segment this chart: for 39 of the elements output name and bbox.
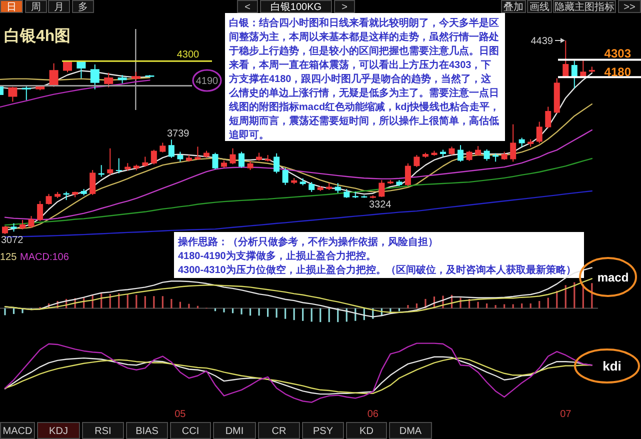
text: 多 [78, 1, 88, 14]
chart-title: 白银100KG [270, 1, 322, 14]
text: kdi [602, 358, 622, 374]
ref-line-label: 4180 [604, 65, 632, 80]
text: >> [624, 2, 636, 14]
text: 4180-4190为支撑做多，止损止盈合力把控。 [178, 250, 376, 262]
text: 3072 [1, 235, 24, 246]
text: CCI [182, 426, 200, 438]
text: PSY [312, 426, 334, 438]
annotation: 4300-4310为压力位做空，止损止盈合力把控。（区间破位，及时咨询本人获取最新策略） [178, 264, 576, 276]
text: < [244, 2, 251, 14]
text: 日 [6, 2, 16, 14]
text: 操作思路：（分析只做参考，不作为操作依据，风险自担） [177, 236, 438, 248]
text: 周 [31, 2, 41, 14]
text: RSI [94, 426, 112, 438]
text: 125 [0, 252, 18, 263]
text: KDJ [49, 426, 68, 438]
annotation: 3324 [369, 199, 392, 210]
chart-title: 白银4h图 [4, 27, 71, 45]
text: 画线 [530, 1, 550, 14]
annotation: macd [597, 270, 629, 284]
text: MACD [2, 426, 32, 438]
text: DMI [225, 426, 244, 438]
text: KD [360, 426, 374, 438]
ref-line-label: 4300 [176, 50, 200, 61]
ref-line-label: 4190 [196, 76, 219, 88]
text: MACD:106 [20, 252, 70, 263]
text: > [342, 2, 348, 14]
x-tick-label: 07 [560, 409, 572, 420]
annotation: 3739 [167, 128, 190, 140]
text: CR [272, 426, 286, 438]
annotation: 4439 [530, 36, 554, 47]
ref-line-label: 4303 [604, 46, 632, 60]
x-tick-label: 06 [367, 409, 379, 420]
x-tick-label: 05 [174, 409, 186, 420]
text: DMA [399, 426, 422, 438]
text: 月 [54, 2, 64, 14]
text: 叠加 [504, 1, 524, 14]
text: BIAS [136, 426, 159, 438]
